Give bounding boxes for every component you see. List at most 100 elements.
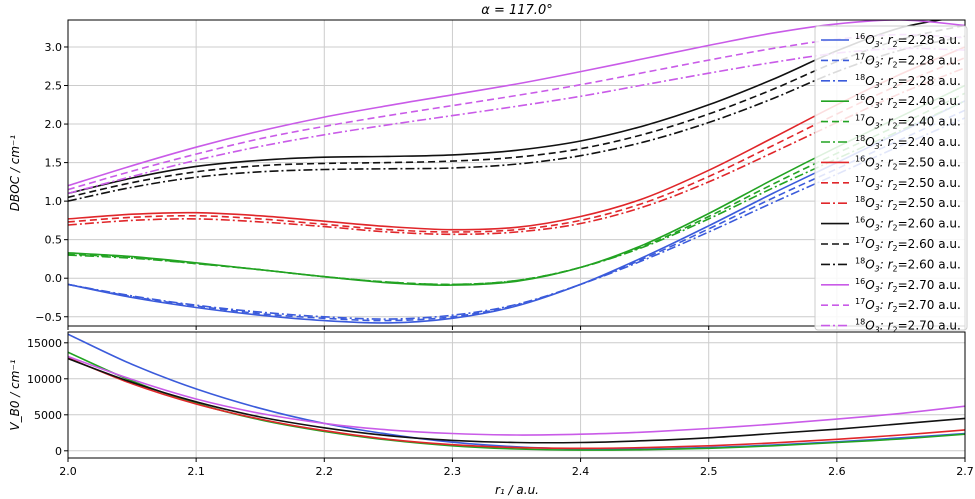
legend-label-part: : r xyxy=(880,176,894,190)
legend-label-part: 2 xyxy=(893,40,898,49)
legend-label-part: O xyxy=(865,135,874,149)
legend-label-part: =2.40 a.u. xyxy=(898,115,961,129)
legend-label-part: =2.50 a.u. xyxy=(898,176,961,190)
legend-label-part: 2 xyxy=(893,142,898,151)
y-tick-label: 0.0 xyxy=(45,272,63,285)
legend-label: 17O3: r2=2.28 a.u. xyxy=(855,52,961,69)
legend-label-part: 2 xyxy=(893,101,898,110)
y-tick-label: 2.5 xyxy=(45,80,63,93)
legend-label-part: =2.60 a.u. xyxy=(898,217,961,231)
legend-label-part: O xyxy=(865,196,874,210)
legend-label-part: O xyxy=(865,33,874,47)
legend-label: 17O3: r2=2.40 a.u. xyxy=(855,114,961,131)
legend-label-part: =2.70 a.u. xyxy=(898,319,961,333)
legend-label-part: 3 xyxy=(875,285,880,294)
series-line-3 xyxy=(68,357,965,444)
legend-label: 18O3: r2=2.60 a.u. xyxy=(855,256,961,273)
legend-label-part: O xyxy=(865,94,874,108)
chart-title: α = 117.0° xyxy=(481,3,552,18)
vb0-y-axis-label: V_B0 / cm⁻¹ xyxy=(8,359,22,430)
legend-label-part: : r xyxy=(880,196,894,210)
legend-label-part: 2 xyxy=(893,285,898,294)
y-tick-label: −0.5 xyxy=(35,311,62,324)
y-tick-label: 0.5 xyxy=(45,234,63,247)
legend-label-part: 3 xyxy=(875,101,880,110)
x-tick-label: 2.6 xyxy=(828,465,846,478)
legend-label-part: 2 xyxy=(893,326,898,335)
legend-label-part: 18 xyxy=(855,134,865,143)
legend-label-part: =2.28 a.u. xyxy=(898,74,961,88)
legend-label-part: =2.60 a.u. xyxy=(898,237,961,251)
legend-label-part: 2 xyxy=(893,305,898,314)
legend-label: 16O3: r2=2.70 a.u. xyxy=(855,277,961,294)
legend-label-part: 3 xyxy=(875,122,880,131)
legend-label-part: 17 xyxy=(855,175,865,184)
x-tick-labels: 2.0 2.1 2.2 2.3 2.4 2.5 2.6 2.7 xyxy=(59,465,974,478)
legend-label-part: 2 xyxy=(893,203,898,212)
x-tick-label: 2.5 xyxy=(700,465,718,478)
legend-label-part: 2 xyxy=(893,122,898,131)
y-tick-label: 1.0 xyxy=(45,195,63,208)
legend-label-part: 3 xyxy=(875,264,880,273)
legend-label-part: 3 xyxy=(875,142,880,151)
legend-label-part: 16 xyxy=(855,32,865,41)
legend-label-part: 17 xyxy=(855,236,865,245)
vb0-plot-frame xyxy=(67,331,966,459)
legend-label-part: : r xyxy=(880,115,894,129)
x-tick-label: 2.1 xyxy=(187,465,205,478)
legend-label-part: 2 xyxy=(893,162,898,171)
x-tick-label: 2.3 xyxy=(444,465,462,478)
x-axis-label: r₁ / a.u. xyxy=(495,483,539,497)
dboc-panel: α = 117.0° −0.5 0.0 0.5 1.0 1.5 2.0 2.5 3.0 DBO… xyxy=(8,3,968,335)
legend-label-part: : r xyxy=(880,94,894,108)
legend-label-part: =2.50 a.u. xyxy=(898,155,961,169)
legend-label-part: O xyxy=(865,237,874,251)
legend-label-part: 18 xyxy=(855,195,865,204)
legend-box xyxy=(814,25,968,331)
y-tick-label: 1.5 xyxy=(45,157,63,170)
legend-label-part: : r xyxy=(880,278,894,292)
legend-label-part: 17 xyxy=(855,52,865,61)
legend-label-part: : r xyxy=(880,217,894,231)
legend-label-part: : r xyxy=(880,155,894,169)
legend-label: 17O3: r2=2.50 a.u. xyxy=(855,175,961,192)
x-tick-label: 2.0 xyxy=(59,465,77,478)
legend-label-part: : r xyxy=(880,298,894,312)
legend-label-part: =2.60 a.u. xyxy=(898,257,961,271)
legend-label: 18O3: r2=2.50 a.u. xyxy=(855,195,961,212)
legend-label-part: O xyxy=(865,278,874,292)
dboc-y-tick-labels: −0.5 0.0 0.5 1.0 1.5 2.0 2.5 3.0 xyxy=(35,41,62,324)
legend-label-part: : r xyxy=(880,53,894,67)
y-tick-label: 2.0 xyxy=(45,118,63,131)
legend-label-part: : r xyxy=(880,319,894,333)
legend-label: 16O3: r2=2.40 a.u. xyxy=(855,93,961,110)
legend-label-part: =2.70 a.u. xyxy=(898,278,961,292)
legend-label-part: =2.40 a.u. xyxy=(898,135,961,149)
legend-label-part: 2 xyxy=(893,81,898,90)
legend-label-part: O xyxy=(865,53,874,67)
legend-label-part: O xyxy=(865,115,874,129)
y-tick-label: 3.0 xyxy=(45,41,63,54)
legend-label-part: 16 xyxy=(855,277,865,286)
legend-label: 17O3: r2=2.70 a.u. xyxy=(855,297,961,314)
legend-label-part: O xyxy=(865,74,874,88)
legend-label-part: O xyxy=(865,155,874,169)
series-line-10 xyxy=(68,24,965,199)
legend: 16O3: r2=2.28 a.u.17O3: r2=2.28 a.u.18O3… xyxy=(814,25,968,335)
legend-label-part: 3 xyxy=(875,203,880,212)
legend-label-part: =2.28 a.u. xyxy=(898,53,961,67)
x-tick-label: 2.2 xyxy=(316,465,334,478)
legend-label-part: 16 xyxy=(855,93,865,102)
legend-label-part: 17 xyxy=(855,114,865,123)
legend-label-part: O xyxy=(865,257,874,271)
y-tick-label: 0 xyxy=(55,445,62,458)
legend-label-part: 16 xyxy=(855,216,865,225)
legend-label: 16O3: r2=2.28 a.u. xyxy=(855,32,961,49)
legend-label: 16O3: r2=2.60 a.u. xyxy=(855,216,961,233)
legend-label-part: 18 xyxy=(855,256,865,265)
vb0-series-lines xyxy=(68,333,965,451)
legend-label-part: 17 xyxy=(855,297,865,306)
legend-label-part: O xyxy=(865,298,874,312)
